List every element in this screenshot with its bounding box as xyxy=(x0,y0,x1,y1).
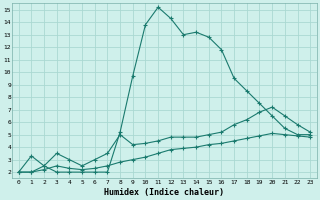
X-axis label: Humidex (Indice chaleur): Humidex (Indice chaleur) xyxy=(104,188,224,197)
